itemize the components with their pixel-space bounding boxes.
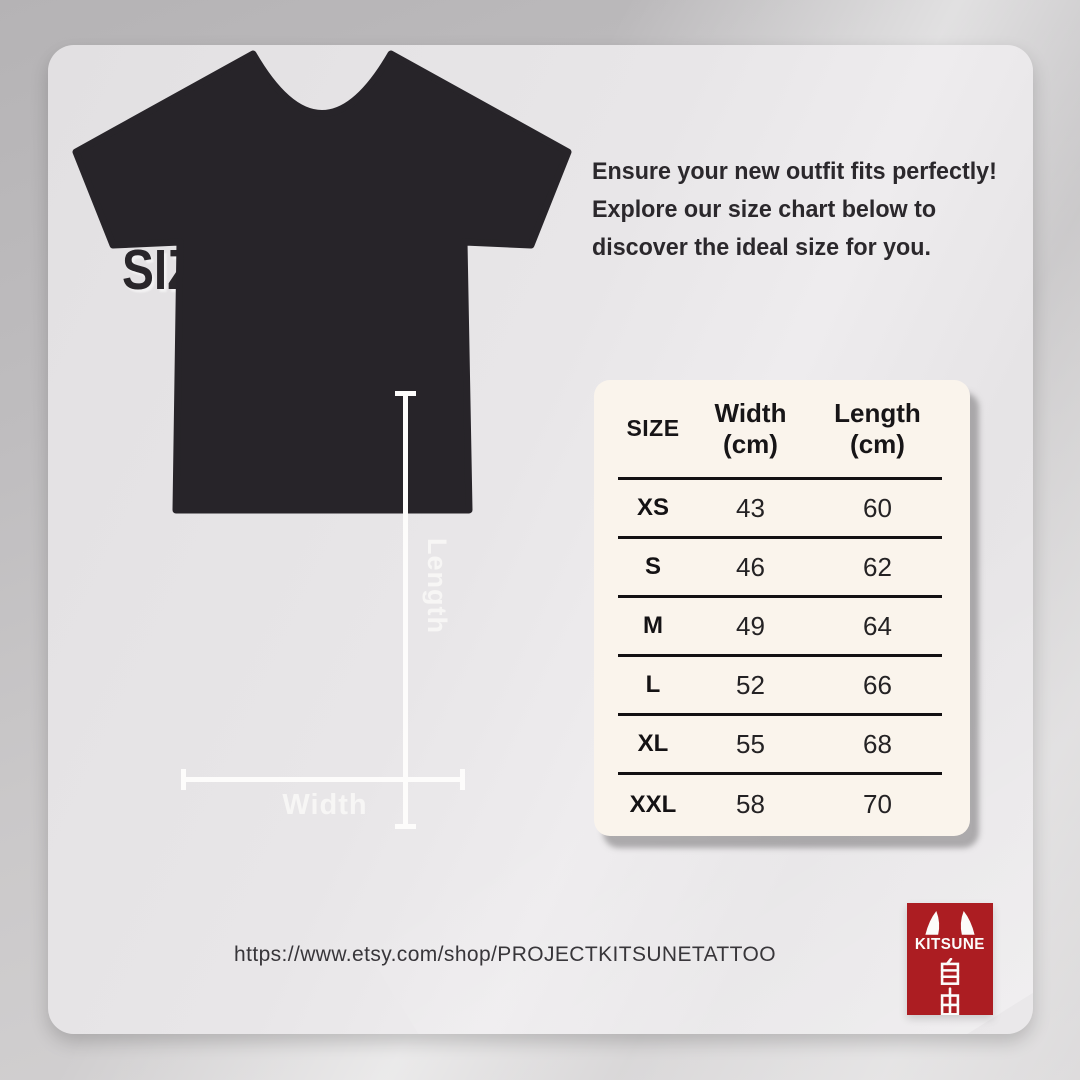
length-measure-line [403,393,408,827]
column-header-length: Length (cm) [834,397,921,459]
description-text: Ensure your new outfit fits perfectly! E… [592,158,997,261]
width-cell: 55 [736,728,765,759]
size-cell: M [643,612,663,639]
width-measure-cap-left [181,769,186,790]
table-row: XS 43 60 [618,480,942,539]
length-cell: 60 [863,492,892,523]
width-cell: 43 [736,492,765,523]
table-row: M 49 64 [618,598,942,657]
length-measure-cap-top [395,391,416,396]
width-label: Width [282,789,368,821]
table-row: XL 55 68 [618,716,942,775]
length-cell: 62 [863,551,892,582]
width-cell: 49 [736,610,765,641]
poster-card: T-SHIRT SIZE CHART Ensure your new outfi… [48,45,1033,1034]
tshirt-silhouette [72,50,572,514]
length-cell: 70 [863,789,892,819]
fox-ears-icon [925,911,975,935]
shop-url[interactable]: https://www.etsy.com/shop/PROJECTKITSUNE… [234,943,776,966]
size-table-header: SIZE Width (cm) Length (cm) [618,380,942,480]
column-header-width: Width (cm) [714,397,787,459]
kanji-jiyuu-icon [940,957,960,1015]
length-cell: 64 [863,610,892,641]
table-row: L 52 66 [618,657,942,716]
table-row: XXL 58 70 [618,775,942,834]
length-measure-cap-bottom [395,824,416,829]
kitsune-logo: KITSUNE [907,903,993,1015]
length-cell: 68 [863,728,892,759]
logo-brand-text: KITSUNE [914,935,986,953]
size-cell: XS [636,494,669,521]
size-cell: XXL [629,790,677,818]
size-cell: XL [637,730,669,757]
width-cell: 52 [736,669,765,700]
size-cell: L [645,671,661,698]
column-header-size: SIZE [626,415,680,441]
width-measure-cap-right [460,769,465,790]
length-cell: 66 [863,669,892,700]
size-table: SIZE Width (cm) Length (cm) XS 43 60 S 4… [594,380,970,836]
width-measure-line [183,777,463,782]
width-cell: 58 [736,789,765,819]
size-cell: S [644,553,661,580]
length-label: Length [422,538,452,634]
table-row: S 46 62 [618,539,942,598]
width-cell: 46 [736,551,765,582]
